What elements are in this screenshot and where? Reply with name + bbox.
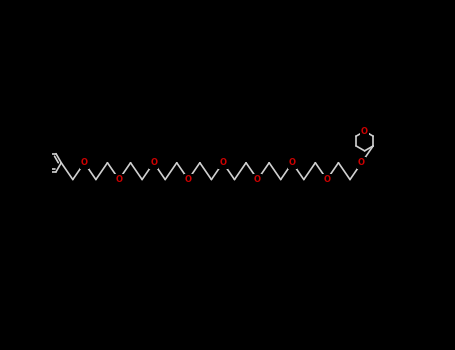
Text: O: O xyxy=(324,175,330,184)
Text: O: O xyxy=(254,175,261,184)
Text: O: O xyxy=(116,175,122,184)
Text: O: O xyxy=(150,158,157,167)
Text: O: O xyxy=(185,175,192,184)
Text: O: O xyxy=(81,158,88,167)
Text: O: O xyxy=(358,158,365,167)
Text: O: O xyxy=(361,127,368,136)
Text: O: O xyxy=(219,158,227,167)
Text: O: O xyxy=(289,158,296,167)
